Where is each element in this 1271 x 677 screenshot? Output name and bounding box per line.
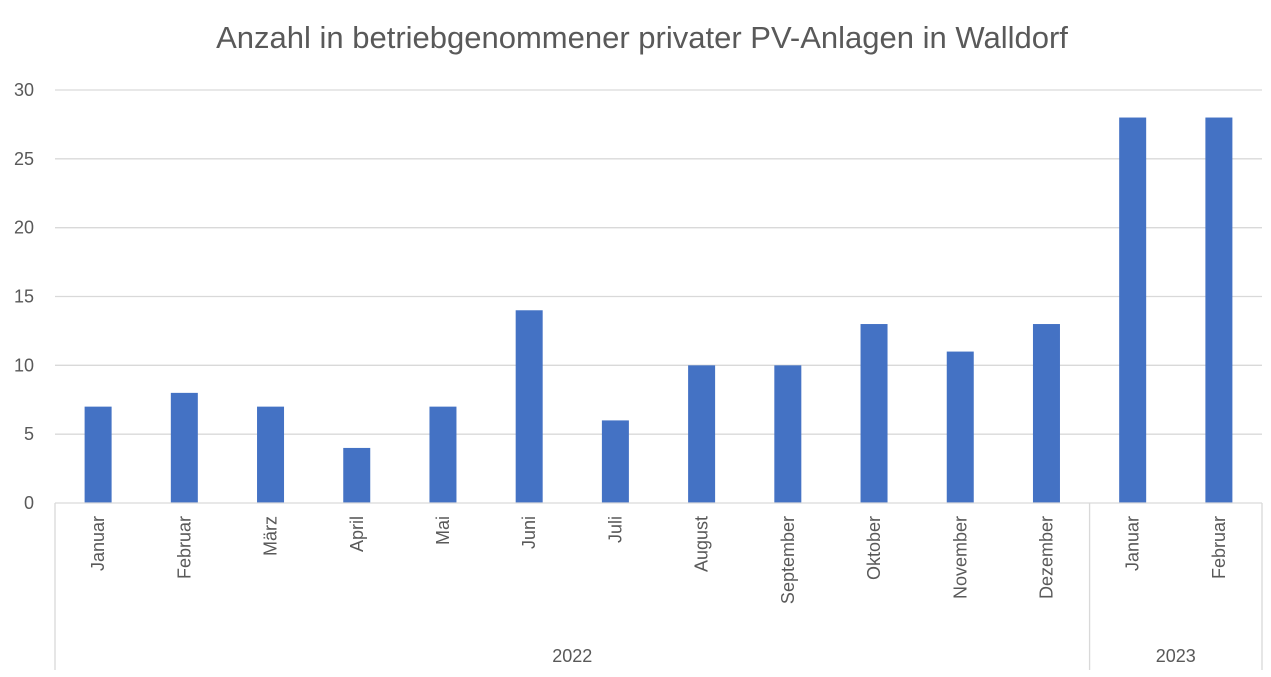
x-tick-label: Januar (88, 516, 108, 571)
y-tick-label: 15 (14, 287, 34, 307)
x-tick-label: Januar (1123, 516, 1143, 571)
y-tick-label: 5 (24, 424, 34, 444)
y-tick-label: 0 (24, 493, 34, 513)
x-axis: Januar Februar März April Mai Juni Juli August S… (54, 502, 1263, 670)
bar (601, 420, 629, 503)
bar (170, 392, 198, 503)
bar (688, 365, 716, 503)
y-tick-label: 10 (14, 355, 34, 375)
x-tick-label: Oktober (864, 516, 884, 580)
group-label: 2022 (552, 646, 592, 666)
chart-title: Anzahl in betriebgenommener privater PV-… (216, 20, 1068, 55)
bar (1205, 117, 1233, 504)
gridlines (55, 89, 1262, 435)
bar (774, 365, 802, 503)
x-tick-label: Juli (605, 516, 625, 543)
x-tick-label: Juni (519, 516, 539, 549)
x-tick-label: September (778, 516, 798, 604)
bar (946, 351, 974, 503)
bar (257, 406, 285, 503)
group-label: 2023 (1156, 646, 1196, 666)
bars (84, 117, 1233, 504)
bar (343, 447, 371, 503)
y-tick-label: 20 (14, 218, 34, 238)
x-tick-label: Mai (433, 516, 453, 545)
y-axis-ticks: 0 5 10 15 20 25 30 (14, 80, 34, 513)
x-tick-label: Dezember (1036, 516, 1056, 599)
bar (1119, 117, 1147, 504)
x-tick-label: Februar (174, 516, 194, 579)
x-tick-label: März (261, 516, 281, 556)
y-tick-label: 30 (14, 80, 34, 100)
x-tick-label: Februar (1209, 516, 1229, 579)
x-tick-label: August (692, 516, 712, 572)
bar (1032, 324, 1060, 503)
y-tick-label: 25 (14, 149, 34, 169)
bar (84, 406, 112, 503)
x-tick-label: April (347, 516, 367, 552)
bar (515, 310, 543, 503)
x-tick-label: November (950, 516, 970, 599)
bar (860, 324, 888, 503)
bar (429, 406, 457, 503)
